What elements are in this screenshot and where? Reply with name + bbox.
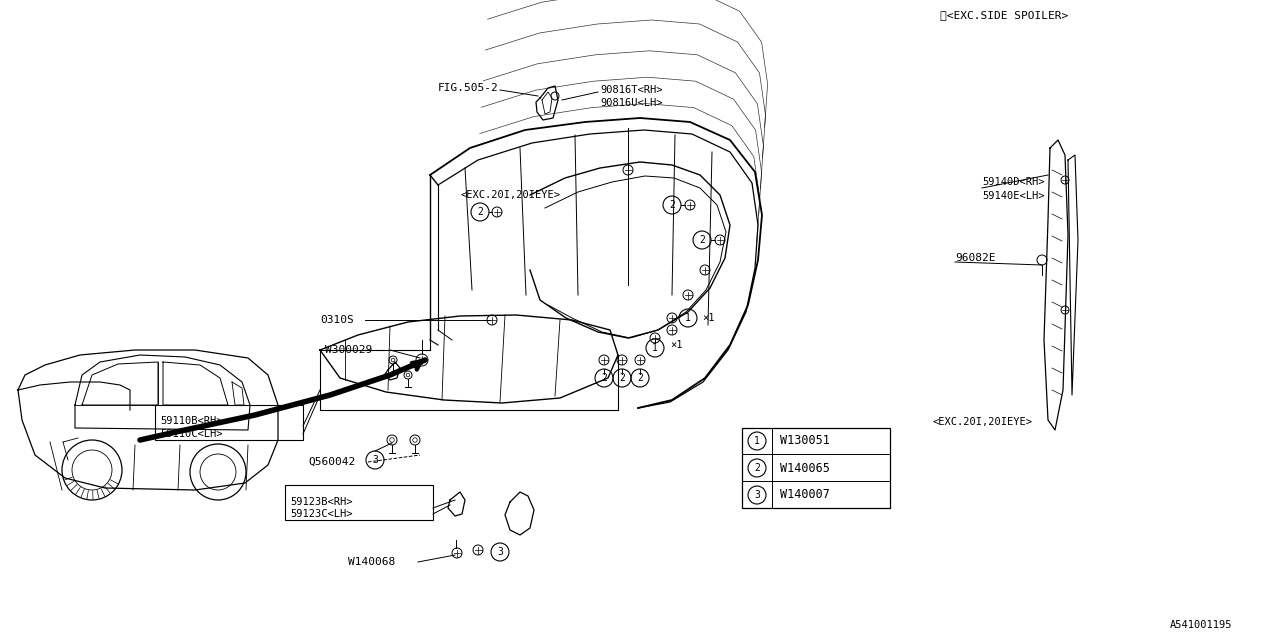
Text: W140065: W140065 xyxy=(780,461,829,474)
Text: 59140E<LH>: 59140E<LH> xyxy=(982,191,1044,201)
Text: Q560042: Q560042 xyxy=(308,457,356,467)
Text: ×1: ×1 xyxy=(701,313,714,323)
Text: 59140D<RH>: 59140D<RH> xyxy=(982,177,1044,187)
Text: 2: 2 xyxy=(620,373,625,383)
Text: 59123C<LH>: 59123C<LH> xyxy=(291,509,352,519)
Text: 3: 3 xyxy=(372,455,378,465)
Text: W130051: W130051 xyxy=(780,435,829,447)
Text: 2: 2 xyxy=(669,200,675,210)
Text: W300029: W300029 xyxy=(325,345,372,355)
Text: 0310S: 0310S xyxy=(320,315,353,325)
Text: 2: 2 xyxy=(477,207,483,217)
Text: ×1: ×1 xyxy=(669,340,682,350)
Text: W140068: W140068 xyxy=(348,557,396,567)
Text: 1: 1 xyxy=(754,436,760,446)
Text: 59123B<RH>: 59123B<RH> xyxy=(291,497,352,507)
Bar xyxy=(285,485,433,520)
Text: 1: 1 xyxy=(652,343,658,353)
Text: 3: 3 xyxy=(754,490,760,500)
Bar xyxy=(155,405,303,440)
Text: 2: 2 xyxy=(602,373,607,383)
Text: 90816U<LH>: 90816U<LH> xyxy=(600,98,663,108)
Text: 90816T<RH>: 90816T<RH> xyxy=(600,85,663,95)
Text: 96082E: 96082E xyxy=(955,253,996,263)
Text: <EXC.20I,20IEYE>: <EXC.20I,20IEYE> xyxy=(460,190,561,200)
Text: 59110C<LH>: 59110C<LH> xyxy=(160,429,223,439)
Text: 2: 2 xyxy=(637,373,643,383)
Bar xyxy=(742,428,890,508)
Text: 1: 1 xyxy=(685,313,691,323)
Text: <EXC.20I,20IEYE>: <EXC.20I,20IEYE> xyxy=(932,417,1032,427)
Text: 59110B<RH>: 59110B<RH> xyxy=(160,416,223,426)
Text: 2: 2 xyxy=(754,463,760,473)
Text: ※<EXC.SIDE SPOILER>: ※<EXC.SIDE SPOILER> xyxy=(940,10,1069,20)
Text: W140007: W140007 xyxy=(780,488,829,502)
Text: A541001195: A541001195 xyxy=(1170,620,1233,630)
Text: FIG.505-2: FIG.505-2 xyxy=(438,83,499,93)
Text: 3: 3 xyxy=(497,547,503,557)
Text: 2: 2 xyxy=(699,235,705,245)
